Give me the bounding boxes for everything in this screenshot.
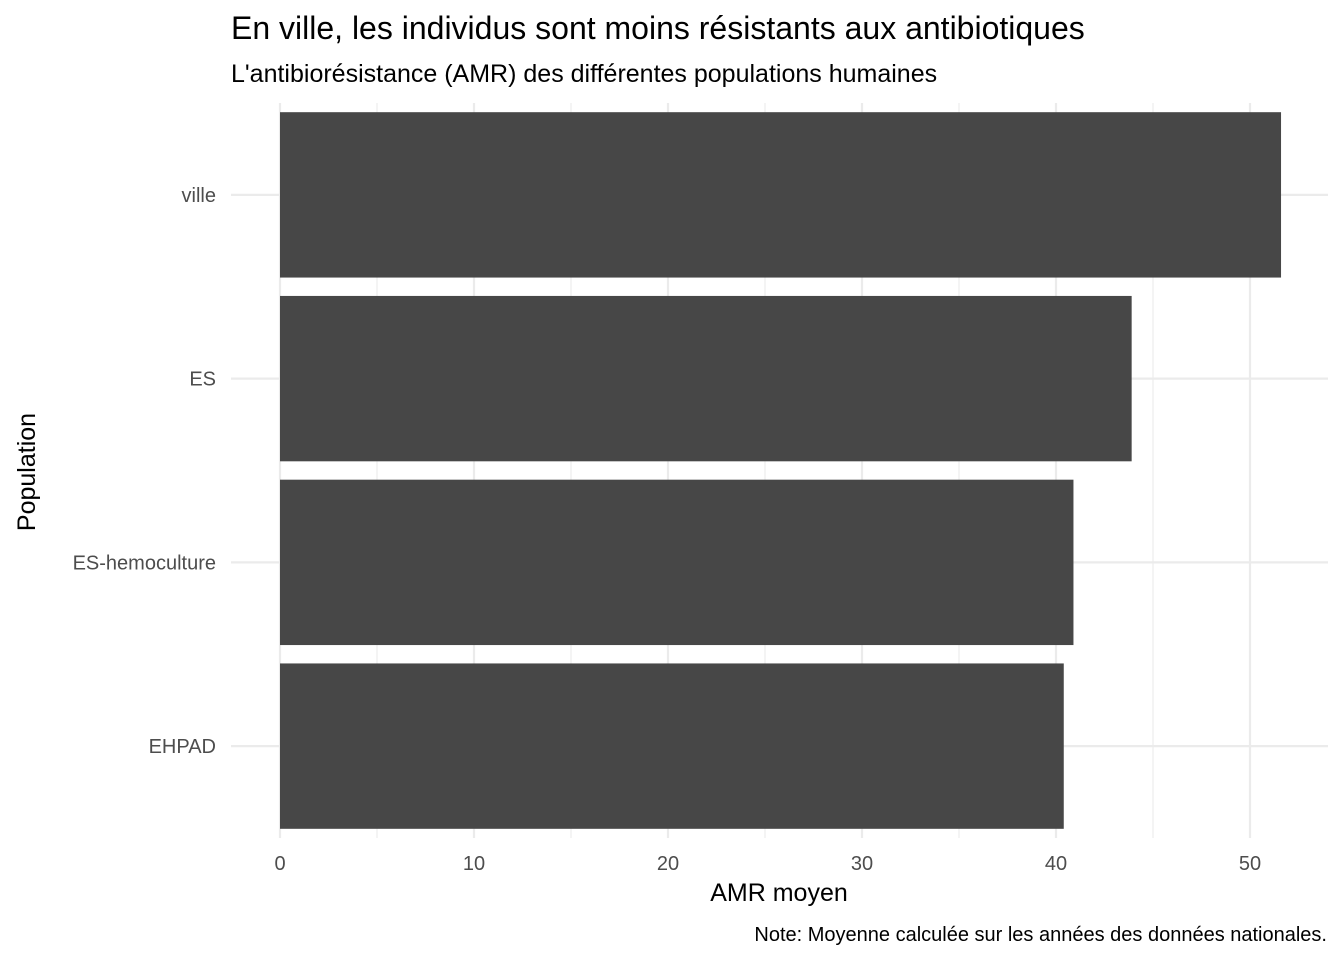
x-tick-label: 10 — [463, 853, 485, 875]
y-tick-label: ES — [189, 369, 216, 391]
chart-caption: Note: Moyenne calculée sur les années de… — [754, 924, 1327, 946]
x-axis-ticks: 0 10 20 30 40 50 — [274, 853, 1261, 875]
y-tick-label: ville — [182, 185, 216, 207]
y-tick-label: EHPAD — [149, 736, 216, 758]
y-axis-ticks: ville ES ES-hemoculture EHPAD — [73, 185, 216, 758]
x-tick-label: 0 — [274, 853, 285, 875]
y-axis-title: Population — [13, 413, 41, 531]
x-tick-label: 20 — [657, 853, 679, 875]
bar-ehpad — [280, 663, 1064, 829]
chart-title: En ville, les individus sont moins résis… — [231, 10, 1085, 46]
bar-es-hemoculture — [280, 479, 1074, 646]
x-tick-label: 50 — [1239, 853, 1261, 875]
x-tick-label: 40 — [1045, 853, 1067, 875]
y-tick-label: ES-hemoculture — [73, 552, 216, 574]
bars — [280, 112, 1282, 829]
x-axis-title: AMR moyen — [710, 879, 848, 907]
bar-ville — [280, 112, 1282, 278]
chart-subtitle: L'antibiorésistance (AMR) des différente… — [231, 60, 937, 88]
x-tick-label: 30 — [851, 853, 873, 875]
bar-es — [280, 295, 1132, 462]
